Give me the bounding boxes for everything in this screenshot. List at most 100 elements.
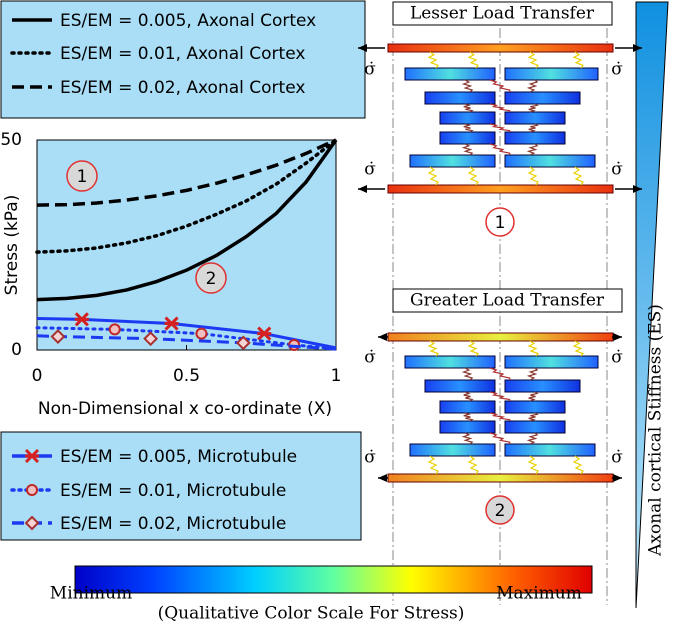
case-badge <box>485 207 515 237</box>
plate <box>387 184 614 194</box>
spring <box>463 123 474 133</box>
x-tick-label: 0 <box>32 366 43 386</box>
filament <box>504 131 566 145</box>
spring <box>463 412 474 422</box>
arrow-head <box>378 474 387 482</box>
spring <box>461 432 474 445</box>
annotation: 1 <box>77 167 88 187</box>
arrow-head <box>613 333 622 341</box>
diagram-title: Lesser Load Transfer <box>410 4 595 24</box>
annotation: 2 <box>206 269 217 289</box>
spring <box>526 143 539 156</box>
legend-label: ES/EM = 0.02, Microtubule <box>60 514 286 534</box>
stress-rate-label: σ̇ <box>364 448 376 468</box>
filament <box>504 111 566 125</box>
filament <box>504 379 581 393</box>
title-box <box>392 1 613 26</box>
arrow-head <box>358 185 367 193</box>
legend-label: ES/EM = 0.005, Axonal Cortex <box>60 11 316 31</box>
title-box <box>392 288 623 313</box>
plate <box>387 473 614 483</box>
arrow-head <box>633 185 642 193</box>
spring <box>489 367 511 381</box>
case-label: 1 <box>495 213 506 233</box>
spring <box>526 432 539 445</box>
spring <box>467 455 479 475</box>
spring <box>489 143 511 156</box>
colorbar-min: Minimum <box>50 584 132 604</box>
legend-marker <box>26 484 38 496</box>
marker <box>50 329 66 344</box>
case-badge <box>485 495 515 525</box>
series-line <box>36 138 337 207</box>
spring <box>489 103 511 113</box>
stress-rate-label: σ̇ <box>611 448 623 468</box>
spring <box>572 166 584 186</box>
legend-label: ES/EM = 0.01, Axonal Cortex <box>60 44 305 64</box>
filament <box>439 420 496 434</box>
arrow-head <box>633 44 642 52</box>
stiffness-wedge <box>635 1 669 609</box>
spring <box>461 143 474 156</box>
marker <box>235 335 251 351</box>
chart: 0 50 0 0.5 1 Stress (kPa) Non-Dimensional x co… <box>0 0 366 541</box>
spring <box>489 412 511 422</box>
marker <box>108 323 121 336</box>
y-tick-label: 0 <box>11 340 22 360</box>
filament <box>504 400 566 414</box>
plate <box>387 332 614 342</box>
colorbar-max: Maximum <box>496 584 582 604</box>
filament <box>504 91 581 105</box>
spring <box>427 340 439 357</box>
diagram: Lesser Load Transfer Greater Load Transf… <box>358 1 669 609</box>
marker <box>143 331 159 347</box>
spring <box>489 432 511 445</box>
filament <box>424 91 496 105</box>
y-axis-label: Stress (kPa) <box>2 195 22 296</box>
marker <box>195 327 208 340</box>
x-tick-label: 1 <box>331 366 342 386</box>
stiffness-label: Axonal cortical Stiffness (ES) <box>646 304 666 557</box>
series-line <box>35 138 338 254</box>
spring <box>526 79 539 93</box>
stress-rate-label: σ̇ <box>364 60 376 80</box>
spring <box>467 166 479 186</box>
x-tick-label: 0.5 <box>173 366 200 386</box>
filament <box>424 379 496 393</box>
filament <box>504 443 596 457</box>
spring <box>572 455 584 475</box>
legend-box <box>0 0 366 119</box>
marker <box>74 312 89 327</box>
filament <box>504 420 566 434</box>
spring <box>528 103 539 113</box>
spring <box>527 51 539 69</box>
marker <box>257 326 272 341</box>
spring <box>527 340 539 357</box>
arrow-head <box>613 474 622 482</box>
stress-rate-label: σ̇ <box>364 160 376 180</box>
spring <box>489 123 511 133</box>
filament <box>504 67 599 81</box>
colorbar-caption: (Qualitative Color Scale For Stress) <box>158 604 465 624</box>
annotation-badge <box>195 262 227 294</box>
spring <box>463 391 474 402</box>
plate <box>387 43 614 53</box>
arrow-head <box>358 44 367 52</box>
legend-box <box>0 431 362 541</box>
spring <box>489 79 511 93</box>
colorbar-gradient <box>74 565 593 594</box>
spring <box>427 51 439 69</box>
stress-rate-label: σ̇ <box>611 160 623 180</box>
diagram-title: Greater Load Transfer <box>410 291 605 311</box>
spring <box>528 391 539 402</box>
filament <box>404 355 496 369</box>
legend-marker <box>24 515 40 531</box>
filament <box>404 67 496 81</box>
stress-rate-label: σ̇ <box>611 348 623 368</box>
x-axis-label: Non-Dimensional x co-ordinate (X) <box>38 399 332 419</box>
spring <box>467 51 479 69</box>
filament <box>504 154 596 168</box>
annotation-badge <box>66 160 98 192</box>
spring <box>526 367 539 381</box>
spring <box>527 166 539 186</box>
